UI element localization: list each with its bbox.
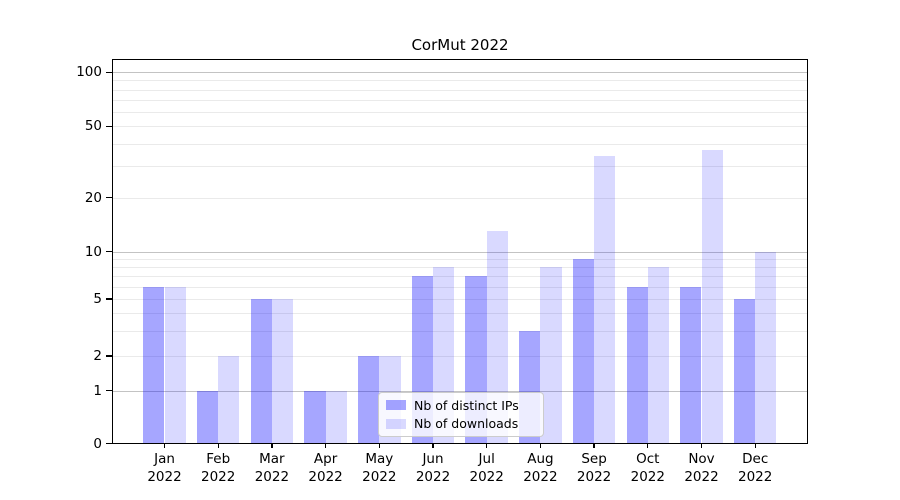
y-tick-mark: [106, 442, 112, 445]
bar-downloads-jan: [164, 286, 186, 444]
y-tick-label: 0: [93, 435, 102, 452]
bar-distinct-ips-dec: [733, 299, 756, 444]
x-tick-mark: [647, 443, 649, 448]
bar-distinct-ips-feb: [196, 390, 219, 444]
y-tick-label: 5: [93, 291, 102, 307]
gridline-minor: [112, 266, 808, 268]
gridline-minor: [112, 258, 808, 260]
x-tick-mark: [754, 443, 756, 448]
bar-distinct-ips-apr: [304, 390, 326, 444]
x-tick-label: Oct 2022: [630, 451, 665, 485]
x-tick-mark: [271, 443, 273, 448]
y-tick-mark: [106, 197, 112, 199]
y-tick-mark: [106, 71, 112, 73]
legend-swatch-distinct-ips: [386, 400, 406, 411]
gridline-minor: [112, 312, 808, 314]
gridline-minor: [112, 197, 808, 199]
y-tick-label: 1: [93, 382, 102, 399]
gridline-minor: [112, 80, 808, 82]
gridline-minor: [112, 356, 808, 357]
gridline-minor: [112, 286, 808, 288]
gridline-minor: [112, 143, 808, 145]
legend-item-downloads: Nb of downloads: [379, 416, 543, 431]
x-tick-label: Jun 2022: [415, 451, 451, 485]
gridline-minor: [112, 166, 808, 167]
y-tick-label: 20: [84, 189, 102, 206]
x-tick-label: Feb 2022: [201, 451, 236, 485]
bar-distinct-ips-jan: [143, 286, 165, 444]
x-tick-label: Sep 2022: [576, 451, 612, 485]
gridline-minor: [112, 275, 808, 277]
legend-label-distinct-ips: Nb of distinct IPs: [414, 397, 519, 413]
bar-distinct-ips-sep: [572, 258, 595, 444]
legend-label-downloads: Nb of downloads: [414, 416, 519, 432]
gridline-minor: [112, 299, 808, 300]
y-tick-mark: [106, 298, 112, 300]
x-tick-mark: [324, 443, 327, 448]
x-tick-mark: [593, 443, 595, 448]
gridline-major: [112, 72, 808, 74]
x-tick-mark: [163, 443, 166, 448]
bar-downloads-aug: [540, 266, 562, 444]
gridline-minor: [112, 330, 808, 332]
y-tick-label: 50: [84, 118, 102, 135]
gridline-minor: [112, 126, 808, 128]
y-tick-mark: [106, 125, 112, 127]
x-tick-label: Aug 2022: [523, 451, 558, 485]
legend-swatch-downloads: [386, 418, 406, 429]
bar-distinct-ips-oct: [626, 286, 648, 444]
gridline-minor: [112, 112, 808, 114]
x-tick-mark: [539, 443, 542, 448]
bar-downloads-apr: [325, 390, 347, 444]
gridline-minor: [112, 100, 808, 102]
bar-distinct-ips-mar: [250, 299, 272, 444]
bar-downloads-mar: [271, 299, 294, 444]
x-tick-mark: [217, 443, 219, 448]
x-tick-label: Jan 2022: [147, 451, 182, 485]
x-tick-mark: [432, 443, 434, 448]
x-tick-label: Jul 2022: [469, 451, 504, 485]
y-tick-mark: [106, 355, 112, 357]
bar-downloads-feb: [218, 356, 240, 444]
y-tick-mark: [106, 389, 112, 392]
bar-distinct-ips-may: [358, 356, 380, 444]
bar-downloads-jul: [486, 231, 508, 444]
x-tick-label: Dec 2022: [738, 451, 773, 485]
legend: Nb of distinct IPs Nb of downloads: [378, 392, 544, 437]
bar-downloads-nov: [701, 149, 723, 444]
x-tick-label: Nov 2022: [684, 451, 719, 485]
bar-downloads-oct: [647, 266, 670, 444]
x-tick-mark: [378, 443, 380, 448]
gridline-major: [112, 390, 808, 392]
x-tick-label: May 2022: [362, 451, 397, 485]
bar-downloads-dec: [755, 251, 777, 444]
y-tick-mark: [106, 250, 112, 253]
y-tick-label: 10: [84, 243, 102, 260]
y-tick-label: 100: [76, 64, 102, 81]
x-tick-mark: [700, 443, 703, 448]
bar-downloads-sep: [594, 156, 616, 444]
legend-item-distinct-ips: Nb of distinct IPs: [379, 398, 543, 413]
x-tick-mark: [486, 443, 488, 448]
y-tick-label: 2: [93, 348, 102, 364]
gridline-minor: [112, 89, 808, 91]
chart-title: CorMut 2022: [411, 36, 509, 54]
plot-area: [112, 59, 808, 444]
gridline-major: [112, 251, 808, 253]
bar-distinct-ips-nov: [680, 286, 702, 444]
x-tick-label: Mar 2022: [254, 451, 290, 485]
x-tick-label: Apr 2022: [308, 451, 343, 485]
